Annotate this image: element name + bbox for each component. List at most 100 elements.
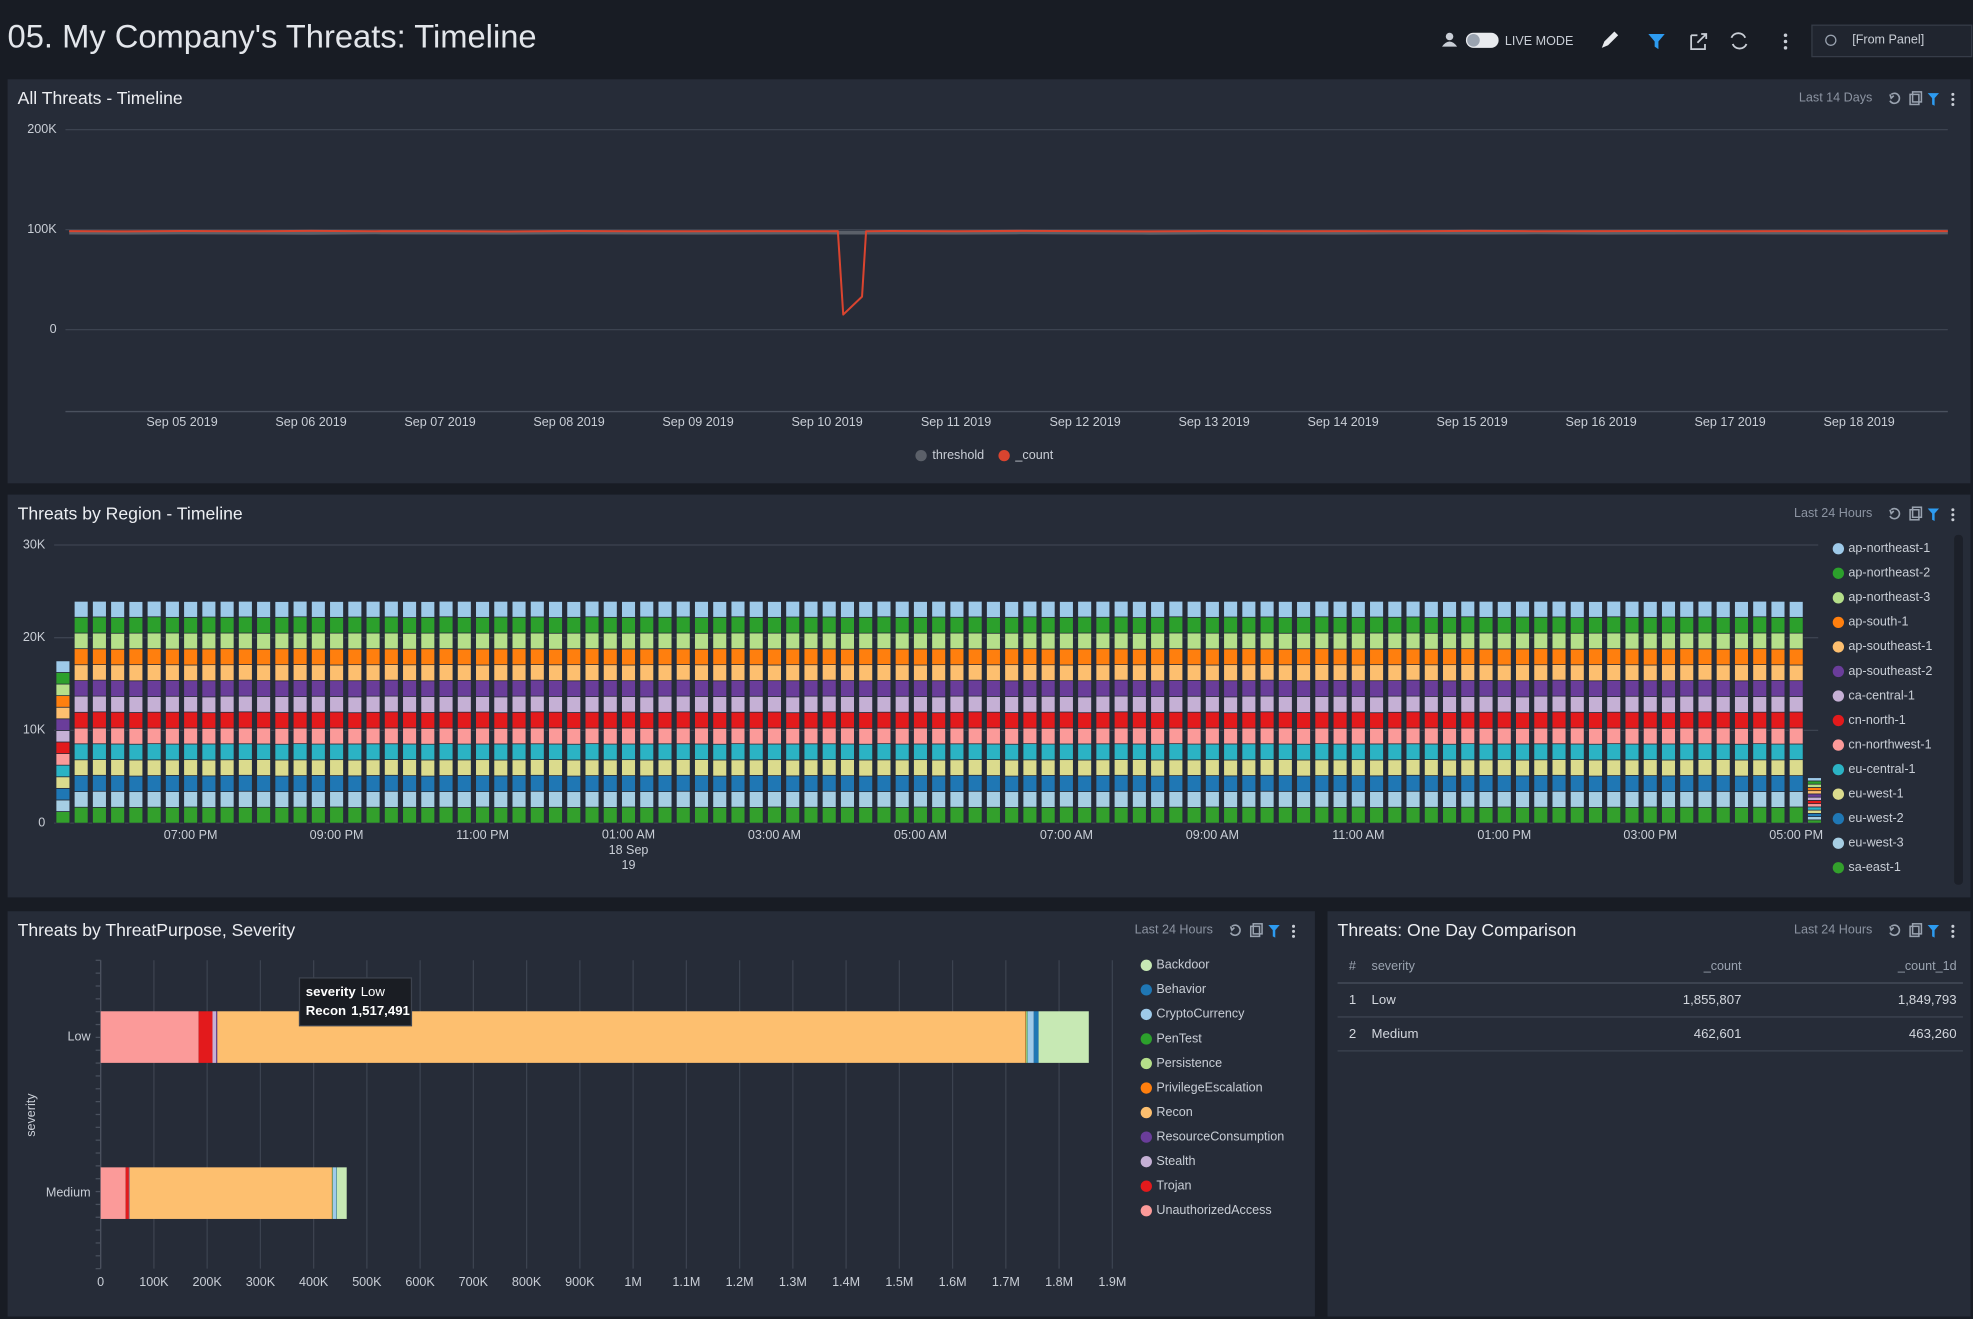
- bar-segment: [1569, 711, 1585, 729]
- bar-segment: [336, 1167, 337, 1219]
- filter-icon[interactable]: [1648, 33, 1665, 50]
- bar-segment: [949, 616, 965, 634]
- bar-segment: [876, 632, 892, 650]
- bar-segment: [1205, 648, 1220, 666]
- bar-segment: [1624, 727, 1640, 745]
- user-icon[interactable]: [1445, 32, 1454, 41]
- bar-segment: [1515, 696, 1530, 714]
- bar-segment: [493, 791, 509, 808]
- bar-segment: [128, 601, 144, 618]
- bar-segment: [1259, 600, 1275, 618]
- bar-segment: [1132, 648, 1147, 666]
- bar-segment: [1460, 616, 1476, 634]
- bar-segment: [712, 712, 728, 729]
- more-icon[interactable]: [1783, 33, 1788, 38]
- bar-segment: [913, 791, 928, 808]
- bar-segment: [785, 600, 801, 618]
- bar-segment: [493, 600, 509, 618]
- x-tick-label: 11:00 AM: [1332, 828, 1384, 842]
- bar-segment: [1132, 632, 1147, 650]
- bar-segment: [931, 791, 946, 808]
- refresh-icon[interactable]: [1730, 32, 1748, 50]
- bar-segment: [1752, 727, 1768, 745]
- bar-segment: [1424, 680, 1439, 697]
- table-cell: 462,601: [1694, 1026, 1742, 1041]
- bar-segment: [1113, 790, 1129, 808]
- bar-segment: [1569, 695, 1585, 713]
- bar-segment: [165, 616, 180, 634]
- bar-segment: [1387, 600, 1403, 618]
- bar-segment: [1332, 775, 1348, 792]
- bar-segment: [1113, 600, 1129, 618]
- bar-segment: [165, 711, 180, 729]
- time-range[interactable]: [From Panel]: [1852, 33, 1924, 47]
- bar-segment: [913, 775, 928, 792]
- bar-segment: [1332, 727, 1348, 745]
- bar-segment: [1369, 743, 1384, 761]
- bar-segment: [913, 727, 928, 745]
- bar-segment: [1679, 648, 1695, 666]
- edit-icon[interactable]: [1601, 31, 1619, 48]
- bar-segment: [1022, 775, 1038, 792]
- bar-segment: [1278, 648, 1293, 666]
- bar-segment: [1278, 743, 1293, 760]
- bar-segment: [566, 616, 582, 634]
- bar-segment: [1424, 806, 1439, 824]
- bar-segment: [1296, 807, 1311, 824]
- bar-segment: [1734, 680, 1749, 697]
- bar-segment: [639, 680, 655, 698]
- bar-segment: [511, 775, 527, 792]
- bar-segment: [384, 759, 399, 776]
- bar-segment: [420, 616, 436, 634]
- bar-segment: [146, 664, 162, 681]
- bar-segment: [1715, 617, 1731, 634]
- legend-label: Backdoor: [1156, 958, 1209, 972]
- bar-segment: [675, 759, 691, 776]
- bar-segment: [986, 632, 1001, 650]
- bar-segment: [675, 648, 691, 665]
- bar-segment: [967, 664, 983, 681]
- bar-segment: [256, 711, 271, 729]
- bar-segment: [712, 648, 728, 666]
- scrollbar[interactable]: [1954, 534, 1963, 885]
- bar-segment: [1807, 803, 1822, 808]
- bar-segment: [256, 664, 271, 681]
- bar-segment: [529, 600, 545, 618]
- bar-segment: [420, 712, 436, 729]
- bar-segment: [238, 632, 253, 650]
- x-tick-label: 1.1M: [672, 1275, 700, 1289]
- time-range-box[interactable]: [1811, 24, 1973, 58]
- y-tick-label: Medium: [46, 1185, 91, 1199]
- bar-segment: [1588, 601, 1603, 618]
- bar-segment: [1478, 616, 1494, 634]
- bar-segment: [1734, 632, 1749, 650]
- dashboard-title: 05. My Company's Threats: Timeline: [8, 18, 537, 55]
- toggle-knob: [1467, 33, 1480, 47]
- bar-segment: [1697, 679, 1713, 697]
- bar-segment: [1059, 648, 1074, 666]
- bar-segment: [694, 617, 709, 634]
- bar-segment: [675, 695, 691, 713]
- bar-segment: [675, 790, 691, 808]
- bar-segment: [128, 743, 144, 761]
- bar-segment: [511, 664, 527, 681]
- bar-segment: [384, 648, 399, 665]
- bar-segment: [1697, 743, 1713, 760]
- bar-segment: [311, 759, 326, 776]
- bar-segment: [566, 632, 582, 650]
- bar-segment: [1478, 695, 1494, 713]
- bar-segment: [803, 648, 819, 666]
- live-mode-label[interactable]: LIVE MODE: [1505, 34, 1573, 48]
- bar-segment: [1332, 711, 1348, 729]
- bar-segment: [821, 711, 837, 729]
- bar-segment: [1168, 600, 1184, 618]
- bar-segment: [165, 680, 180, 697]
- bar-segment: [1387, 616, 1403, 634]
- bar-segment: [1679, 680, 1695, 697]
- bar-segment: [384, 727, 399, 745]
- bar-segment: [1223, 775, 1238, 792]
- bar-segment: [1168, 743, 1184, 761]
- bar-segment: [1387, 680, 1403, 697]
- share-icon[interactable]: [1690, 33, 1708, 50]
